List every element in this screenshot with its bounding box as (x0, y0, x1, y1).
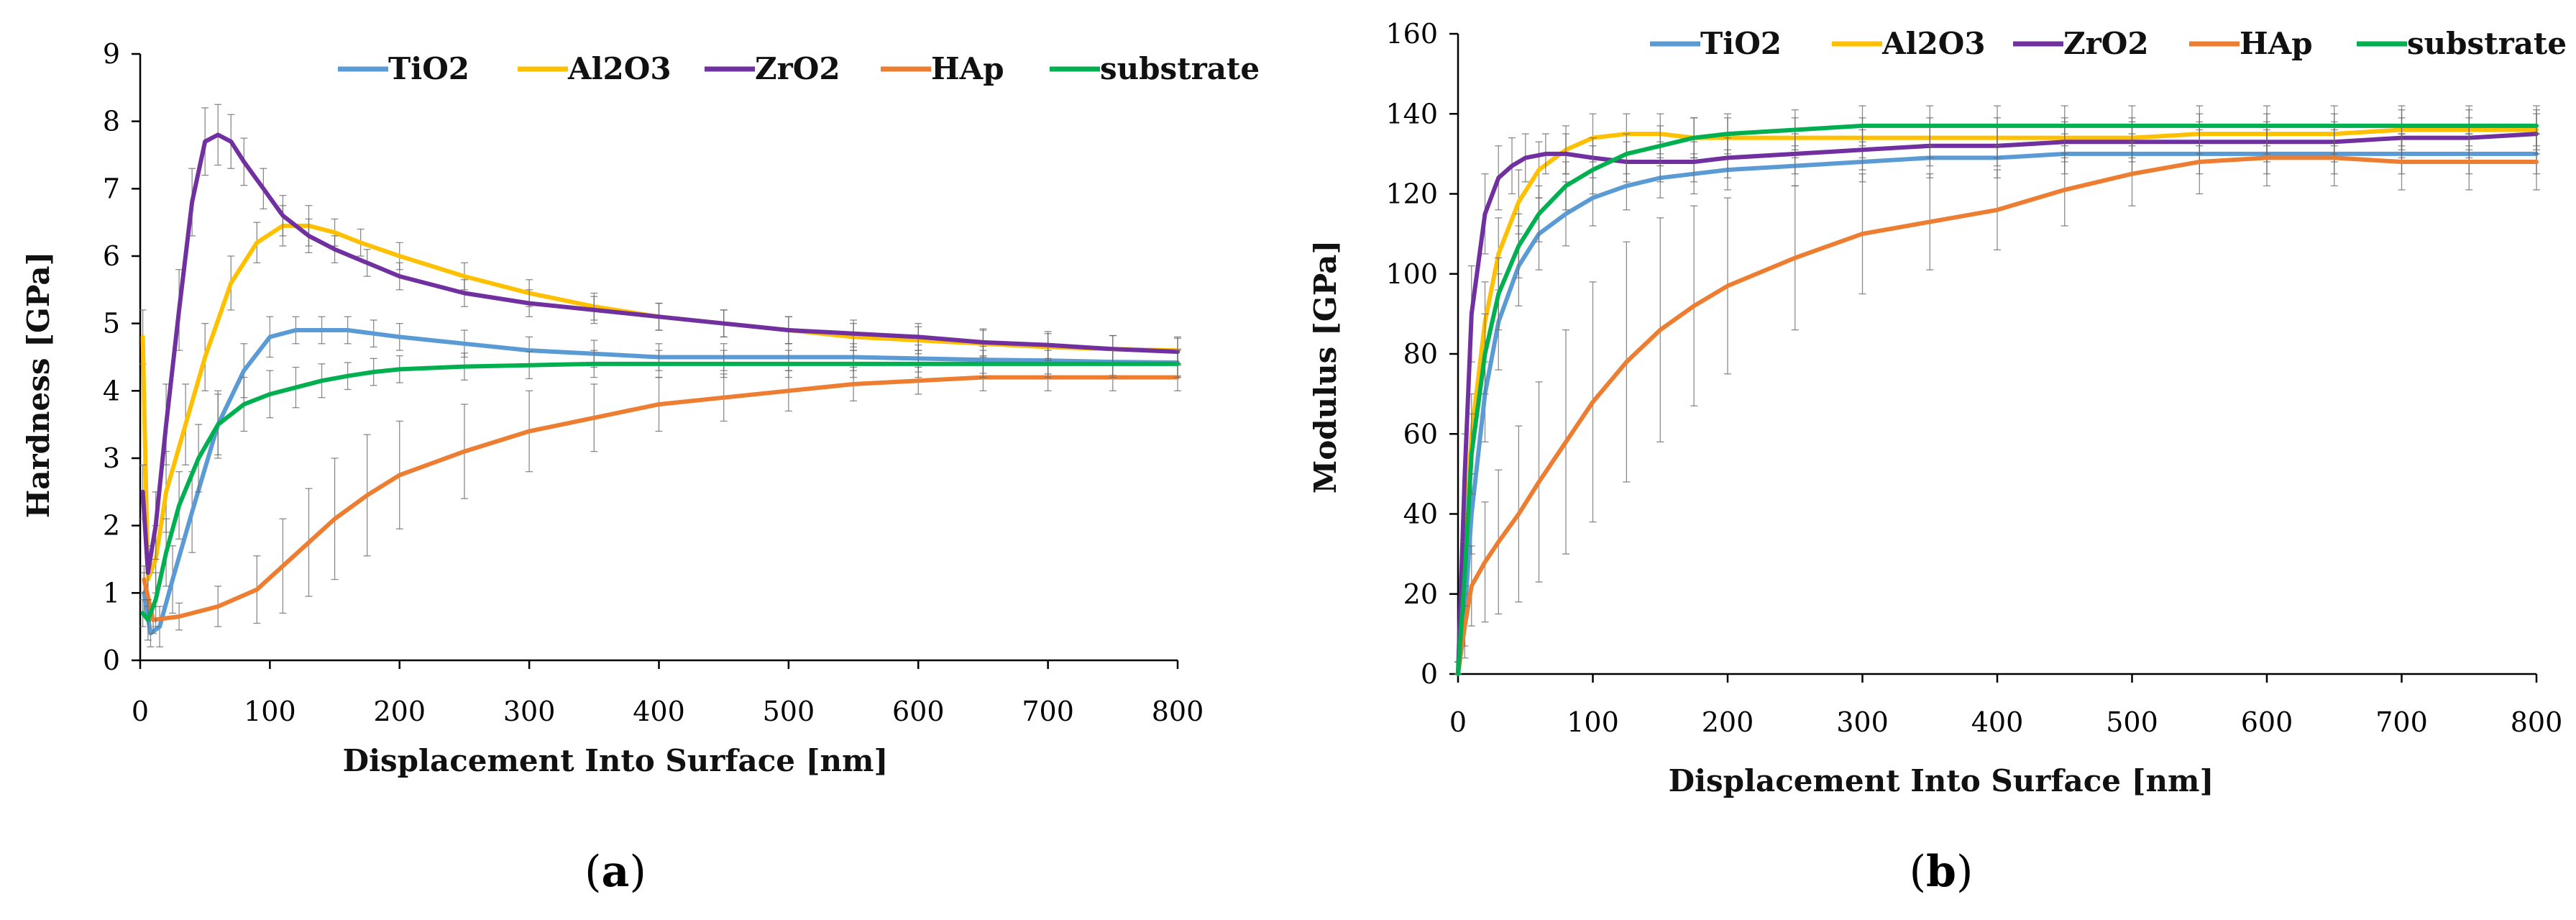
modulus-panel-label: (b) (1910, 847, 1974, 897)
modulus-y-tick-label: 100 (1385, 258, 1438, 290)
hardness-y-tick-label: 4 (103, 375, 120, 406)
hardness-y-tick-label: 0 (103, 645, 120, 676)
modulus-line-zro2 (1456, 132, 2539, 676)
hardness-x-tick-label: 200 (373, 696, 426, 727)
modulus-series-substrate (1454, 105, 2540, 676)
hardness-xlabel: Displacement Into Surface [nm] (343, 743, 889, 778)
hardness-x-tick-label: 800 (1152, 696, 1204, 727)
modulus-x-tick-label: 400 (1971, 706, 2024, 738)
hardness-ylabel: Hardness [GPa] (21, 252, 56, 519)
modulus-x-tick-label: 0 (1449, 706, 1467, 738)
modulus-x-tick-label: 200 (1702, 706, 1754, 738)
hardness-y-tick-label: 1 (103, 577, 120, 609)
modulus-x-tick-label: 500 (2106, 706, 2158, 738)
hardness-x-tick-label: 500 (763, 696, 815, 727)
modulus-y-tick-label: 20 (1403, 578, 1438, 610)
modulus-x-tick-label: 300 (1836, 706, 1889, 738)
modulus-legend-label-zro2: ZrO2 (2063, 26, 2149, 61)
modulus-y-tick-label: 80 (1403, 338, 1438, 370)
hardness-legend-label-tio2: TiO2 (388, 51, 469, 86)
hardness-x-tick-label: 300 (503, 696, 556, 727)
modulus-xlabel: Displacement Into Surface [nm] (1669, 763, 2214, 798)
modulus-legend-label-substrate: substrate (2407, 26, 2567, 61)
hardness-x-tick-label: 700 (1022, 696, 1074, 727)
hardness-line-zro2 (140, 132, 1180, 575)
hardness-x-tick-label: 400 (633, 696, 685, 727)
hardness-panel-letter: a (602, 847, 630, 897)
hardness-legend-label-zro2: ZrO2 (755, 51, 840, 86)
modulus-x-tick-label: 100 (1567, 706, 1619, 738)
hardness-legend-label-al2o3: Al2O3 (567, 51, 671, 86)
modulus-series-hap (1454, 129, 2540, 676)
modulus-legend-label-al2o3: Al2O3 (1881, 26, 1986, 61)
modulus-chart: Displacement Into Surface [nm] Modulus [… (1308, 18, 2567, 897)
modulus-y-tick-label: 40 (1403, 498, 1438, 530)
modulus-line-hap (1456, 155, 2539, 676)
modulus-y-tick-label: 160 (1385, 18, 1438, 50)
hardness-x-tick-label: 0 (132, 696, 149, 727)
hardness-series-zro2 (139, 104, 1181, 601)
hardness-x-tick-label: 100 (244, 696, 296, 727)
hardness-series-tio2 (140, 316, 1181, 647)
hardness-y-tick-label: 5 (103, 308, 120, 340)
modulus-ylabel: Modulus [GPa] (1308, 240, 1343, 493)
hardness-line-substrate (140, 361, 1180, 622)
hardness-y-tick-label: 2 (103, 510, 120, 542)
hardness-panel-label: (a) (585, 847, 646, 897)
hardness-y-tick-label: 9 (103, 38, 120, 70)
hardness-legend-label-substrate: substrate (1100, 51, 1260, 86)
modulus-y-tick-label: 140 (1385, 98, 1438, 129)
modulus-y-tick-label: 0 (1421, 658, 1438, 690)
hardness-series-substrate (139, 350, 1181, 641)
hardness-y-tick-label: 3 (103, 442, 120, 474)
modulus-legend-label-tio2: TiO2 (1700, 26, 1782, 61)
hardness-line-hap (142, 375, 1180, 622)
hardness-chart: Displacement Into Surface [nm] Hardness … (21, 38, 1260, 897)
modulus-y-tick-label: 60 (1403, 418, 1438, 450)
modulus-legend-label-hap: HAp (2240, 26, 2313, 61)
modulus-panel-letter: b (1926, 847, 1956, 897)
hardness-y-tick-label: 7 (103, 173, 120, 204)
modulus-y-tick-label: 120 (1385, 178, 1438, 210)
hardness-legend-label-hap: HAp (931, 51, 1004, 86)
hardness-series-hap (140, 363, 1181, 634)
modulus-x-tick-label: 700 (2375, 706, 2428, 738)
hardness-y-tick-label: 6 (103, 240, 120, 272)
hardness-y-tick-label: 8 (103, 106, 120, 137)
modulus-line-substrate (1456, 123, 2539, 676)
modulus-x-tick-label: 600 (2241, 706, 2293, 738)
modulus-x-tick-label: 800 (2511, 706, 2563, 738)
hardness-x-tick-label: 600 (892, 696, 945, 727)
